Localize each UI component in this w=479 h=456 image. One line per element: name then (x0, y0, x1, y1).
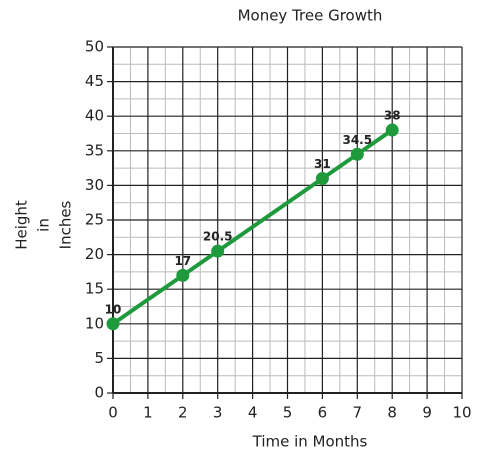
x-tick-label: 10 (452, 404, 471, 422)
data-point (106, 317, 120, 331)
data-point (176, 268, 190, 282)
y-tick-label: 10 (85, 314, 104, 332)
data-label: 31 (314, 157, 331, 171)
x-tick-label: 3 (213, 404, 223, 422)
y-tick-label: 40 (85, 107, 104, 125)
data-point (315, 171, 329, 185)
x-tick-label: 9 (422, 404, 432, 422)
y-tick-label: 35 (85, 141, 104, 159)
x-tick-label: 6 (318, 404, 328, 422)
y-tick-label: 25 (85, 211, 104, 229)
data-line (111, 128, 394, 326)
y-tick-label: 30 (85, 176, 104, 194)
y-axis-label-line: Inches (57, 200, 75, 249)
y-axis-label-line: Height (13, 200, 31, 250)
data-point (211, 244, 225, 258)
data-label: 34.5 (342, 133, 372, 147)
y-tick-label: 15 (85, 280, 104, 298)
y-tick-label: 5 (94, 349, 104, 367)
x-tick-label: 8 (387, 404, 397, 422)
y-tick-label: 20 (85, 245, 104, 263)
data-label: 38 (384, 109, 401, 123)
chart-title: Money Tree Growth (238, 7, 383, 25)
x-tick-label: 7 (353, 404, 363, 422)
data-label: 17 (174, 254, 191, 268)
y-axis-label: Height in Inches (13, 200, 75, 250)
x-tick-label: 1 (143, 404, 153, 422)
data-label: 20.5 (203, 230, 233, 244)
data-label: 10 (105, 302, 122, 316)
data-point (350, 147, 364, 161)
y-axis-label-line: in (35, 218, 53, 232)
x-axis-label: Time in Months (252, 433, 368, 451)
x-tick-label: 0 (108, 404, 118, 422)
y-tick-label: 50 (85, 38, 104, 56)
y-tick-label: 0 (94, 384, 104, 402)
x-tick-label: 5 (283, 404, 293, 422)
x-tick-label: 4 (248, 404, 258, 422)
y-tick-label: 45 (85, 72, 104, 90)
data-point (385, 123, 399, 137)
x-tick-label: 2 (178, 404, 188, 422)
